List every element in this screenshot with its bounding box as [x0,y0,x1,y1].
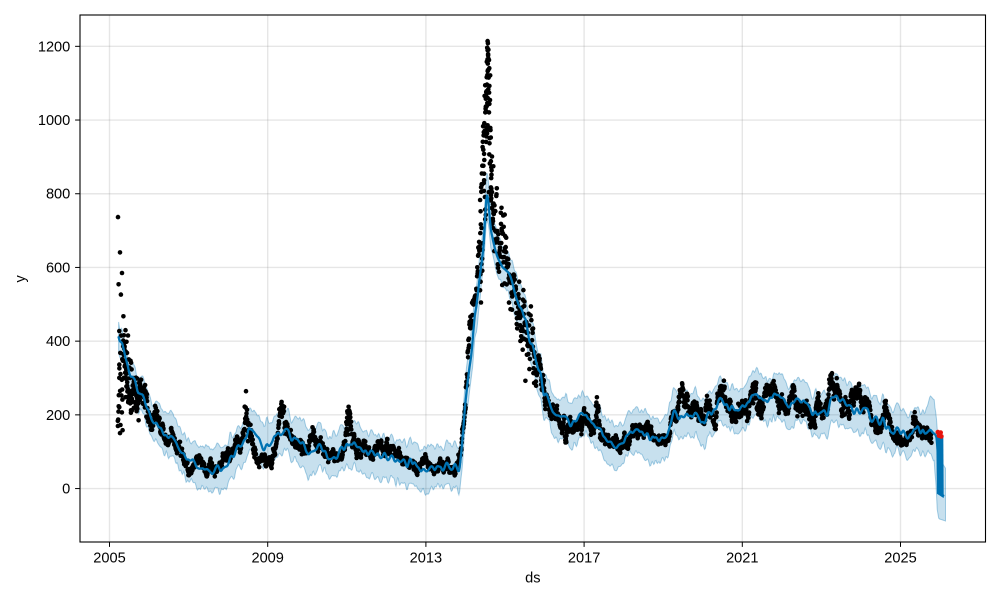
svg-text:1000: 1000 [38,113,70,129]
svg-text:2017: 2017 [568,551,600,567]
svg-text:2009: 2009 [251,551,283,567]
svg-text:2013: 2013 [410,551,442,567]
svg-text:ds: ds [525,570,540,586]
svg-text:2021: 2021 [726,551,758,567]
svg-text:2005: 2005 [93,551,125,567]
svg-text:1200: 1200 [38,39,70,55]
svg-text:y: y [13,274,29,282]
svg-text:2025: 2025 [884,551,916,567]
svg-text:0: 0 [62,482,70,498]
svg-text:400: 400 [46,334,70,350]
svg-text:200: 200 [46,408,70,424]
svg-text:600: 600 [46,260,70,276]
svg-text:800: 800 [46,187,70,203]
